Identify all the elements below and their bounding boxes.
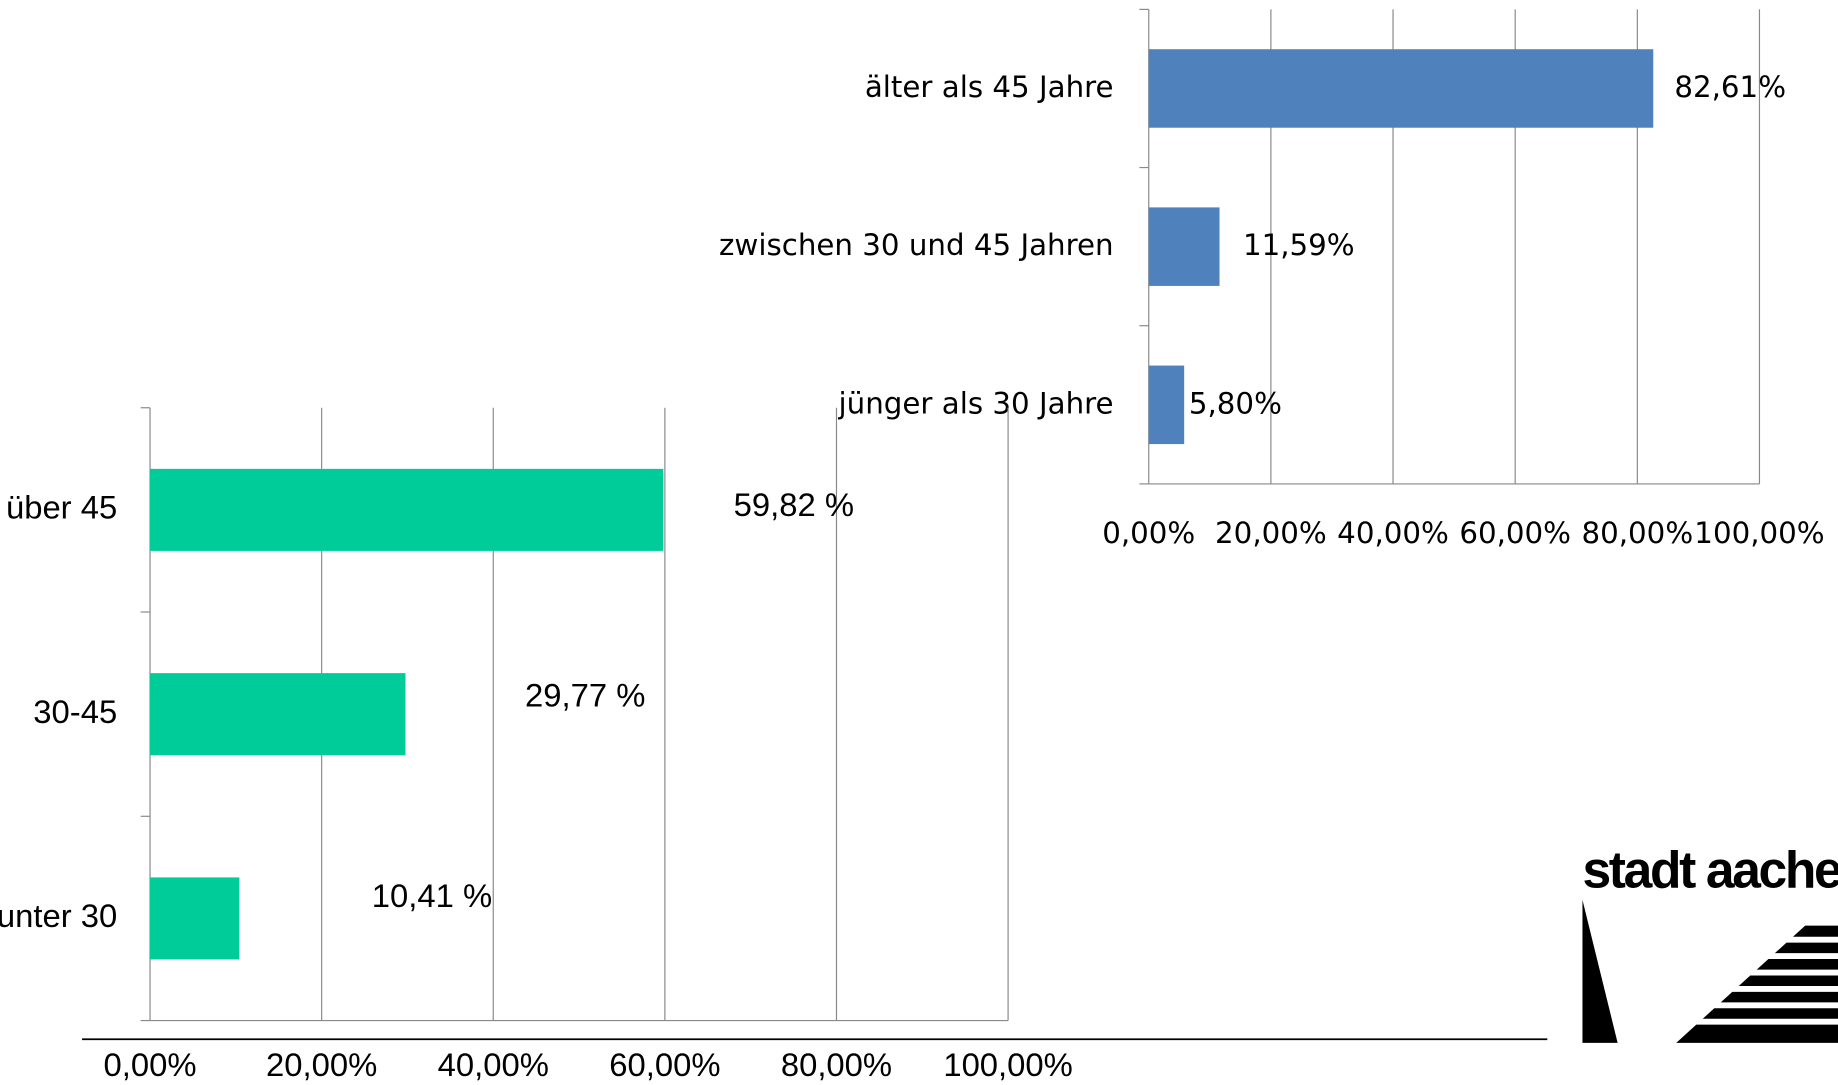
logo-shape [1582, 899, 1618, 1043]
x-tick-label: 0,00% [1102, 516, 1195, 550]
x-tick-label: 100,00% [1694, 516, 1824, 550]
bar [1148, 365, 1185, 445]
category-label: jünger als 30 Jahre [838, 386, 1114, 420]
logo-text: stadt aachen [1582, 841, 1838, 899]
x-tick-label: 20,00% [266, 1046, 377, 1083]
value-label: 11,59% [1243, 228, 1355, 262]
x-tick-label: 60,00% [1459, 516, 1571, 550]
value-label: 59,82 % [734, 486, 854, 523]
category-label: über 45 [6, 489, 117, 526]
value-label: 10,41 % [372, 877, 492, 914]
bar [150, 468, 664, 551]
bar [1148, 49, 1654, 128]
category-label: 30-45 [33, 693, 117, 730]
category-label: älter als 45 Jahre [865, 70, 1114, 104]
category-label: unter 30 [0, 897, 117, 934]
x-tick-label: 80,00% [1581, 516, 1693, 550]
bar [150, 877, 240, 960]
value-label: 82,61% [1674, 70, 1786, 104]
bar [150, 673, 406, 756]
logo: stadt aachen [1582, 841, 1838, 1043]
x-tick-label: 40,00% [1337, 516, 1449, 550]
category-label: zwischen 30 und 45 Jahren [719, 228, 1114, 262]
logo-shape [1676, 925, 1838, 1043]
x-tick-label: 100,00% [943, 1046, 1073, 1083]
x-tick-label: 0,00% [104, 1046, 197, 1083]
value-label: 29,77 % [525, 676, 645, 713]
logo-stripes [1664, 936, 1838, 1025]
x-tick-label: 40,00% [438, 1046, 549, 1083]
x-tick-label: 80,00% [781, 1046, 892, 1083]
x-tick-label: 60,00% [609, 1046, 720, 1083]
x-tick-label: 20,00% [1215, 516, 1327, 550]
bar [1148, 207, 1220, 286]
value-label: 5,80% [1189, 386, 1282, 420]
